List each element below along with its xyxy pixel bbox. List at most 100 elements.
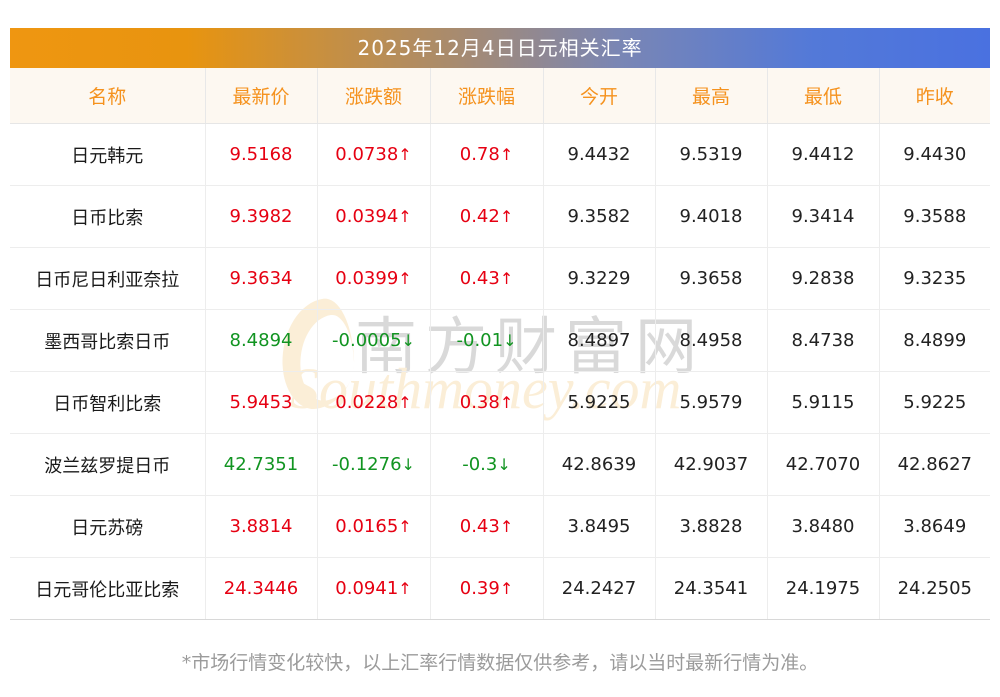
column-header-open[interactable]: 今开 bbox=[543, 68, 656, 124]
cell-low: 24.1975 bbox=[767, 557, 880, 620]
cell-change-percent: 0.43↑ bbox=[430, 495, 544, 558]
change-percent-value: 0.42 bbox=[459, 206, 500, 227]
arrow-up-icon: ↑ bbox=[499, 269, 514, 288]
cell-change-amount: -0.1276↓ bbox=[317, 433, 431, 496]
column-header-prev-close[interactable]: 昨收 bbox=[879, 68, 991, 124]
change-amount-value: 0.0394 bbox=[335, 206, 399, 227]
table-row[interactable]: 日币尼日利亚奈拉 9.3634 0.0399↑ 0.43↑ 9.3229 9.3658 9.… bbox=[10, 247, 991, 310]
arrow-up-icon: ↑ bbox=[499, 393, 514, 412]
cell-name: 日币智利比索 bbox=[10, 371, 206, 434]
cell-high: 24.3541 bbox=[655, 557, 768, 620]
cell-change-amount: 0.0738↑ bbox=[317, 123, 431, 186]
arrow-up-icon: ↑ bbox=[499, 207, 514, 226]
cell-high: 9.5319 bbox=[655, 123, 768, 186]
cell-low: 3.8480 bbox=[767, 495, 880, 558]
cell-open: 9.3229 bbox=[543, 247, 656, 310]
arrow-up-icon: ↑ bbox=[398, 579, 412, 598]
cell-low: 9.2838 bbox=[767, 247, 880, 310]
cell-change-percent: 0.43↑ bbox=[430, 247, 544, 310]
cell-open: 5.9225 bbox=[543, 371, 656, 434]
column-header-low[interactable]: 最低 bbox=[767, 68, 880, 124]
cell-name: 日币尼日利亚奈拉 bbox=[10, 247, 206, 310]
cell-last-price: 5.9453 bbox=[205, 371, 318, 434]
arrow-down-icon: ↓ bbox=[401, 455, 415, 474]
cell-change-amount: 0.0394↑ bbox=[317, 185, 431, 248]
change-percent-value: 0.39 bbox=[459, 578, 500, 599]
cell-open: 9.3582 bbox=[543, 185, 656, 248]
table-row[interactable]: 日元苏磅 3.8814 0.0165↑ 0.43↑ 3.8495 3.8828 3.8480… bbox=[10, 495, 991, 558]
table-header-row: 名称 最新价 涨跌额 涨跌幅 今开 最高 最低 昨收 bbox=[10, 68, 991, 124]
cell-last-price: 3.8814 bbox=[205, 495, 318, 558]
cell-high: 3.8828 bbox=[655, 495, 768, 558]
arrow-up-icon: ↑ bbox=[398, 269, 412, 288]
cell-high: 8.4958 bbox=[655, 309, 768, 372]
table-body: 日元韩元 9.5168 0.0738↑ 0.78↑ 9.4432 9.5319 9.4412… bbox=[10, 123, 991, 620]
cell-name: 日币比索 bbox=[10, 185, 206, 248]
cell-change-percent: 0.42↑ bbox=[430, 185, 544, 248]
disclaimer-note: *市场行情变化较快，以上汇率行情数据仅供参考，请以当时最新行情为准。 bbox=[181, 652, 819, 674]
cell-name: 日元哥伦比亚比索 bbox=[10, 557, 206, 620]
exchange-rate-table: 2025年12月4日日元相关汇率 名称 最新价 涨跌额 涨跌幅 今开 最高 最低… bbox=[10, 28, 991, 620]
arrow-up-icon: ↑ bbox=[499, 145, 514, 164]
cell-last-price: 42.7351 bbox=[205, 433, 318, 496]
table-row[interactable]: 日币智利比索 5.9453 0.0228↑ 0.38↑ 5.9225 5.9579 5.91… bbox=[10, 371, 991, 434]
table-row[interactable]: 墨西哥比索日币 8.4894 -0.0005↓ -0.01↓ 8.4897 8.4958 8… bbox=[10, 309, 991, 372]
change-amount-value: 0.0228 bbox=[335, 392, 399, 413]
cell-change-amount: 0.0165↑ bbox=[317, 495, 431, 558]
cell-prev-close: 42.8627 bbox=[879, 433, 991, 496]
cell-high: 5.9579 bbox=[655, 371, 768, 434]
column-header-change[interactable]: 涨跌额 bbox=[317, 68, 431, 124]
cell-last-price: 9.3982 bbox=[205, 185, 318, 248]
change-percent-value: 0.38 bbox=[459, 392, 500, 413]
cell-open: 42.8639 bbox=[543, 433, 656, 496]
arrow-up-icon: ↑ bbox=[398, 207, 412, 226]
arrow-up-icon: ↑ bbox=[398, 517, 412, 536]
cell-prev-close: 3.8649 bbox=[879, 495, 991, 558]
table-row[interactable]: 波兰兹罗提日币 42.7351 -0.1276↓ -0.3↓ 42.8639 42.903… bbox=[10, 433, 991, 496]
cell-last-price: 9.5168 bbox=[205, 123, 318, 186]
cell-open: 3.8495 bbox=[543, 495, 656, 558]
change-percent-value: 0.43 bbox=[459, 516, 500, 537]
cell-name: 日元韩元 bbox=[10, 123, 206, 186]
cell-change-percent: -0.01↓ bbox=[430, 309, 544, 372]
cell-low: 8.4738 bbox=[767, 309, 880, 372]
cell-change-amount: 0.0228↑ bbox=[317, 371, 431, 434]
cell-open: 9.4432 bbox=[543, 123, 656, 186]
arrow-down-icon: ↓ bbox=[401, 331, 415, 350]
cell-open: 24.2427 bbox=[543, 557, 656, 620]
change-percent-value: 0.43 bbox=[459, 268, 500, 289]
table-row[interactable]: 日元韩元 9.5168 0.0738↑ 0.78↑ 9.4432 9.5319 9.4412… bbox=[10, 123, 991, 186]
cell-last-price: 24.3446 bbox=[205, 557, 318, 620]
table-row[interactable]: 日币比索 9.3982 0.0394↑ 0.42↑ 9.3582 9.4018 9.3414… bbox=[10, 185, 991, 248]
column-header-name[interactable]: 名称 bbox=[10, 68, 206, 124]
table-row[interactable]: 日元哥伦比亚比索 24.3446 0.0941↑ 0.39↑ 24.2427 24.354… bbox=[10, 557, 991, 620]
cell-prev-close: 24.2505 bbox=[879, 557, 991, 620]
arrow-up-icon: ↑ bbox=[499, 517, 514, 536]
cell-change-amount: 0.0399↑ bbox=[317, 247, 431, 310]
change-amount-value: 0.0738 bbox=[335, 144, 399, 165]
cell-low: 9.3414 bbox=[767, 185, 880, 248]
cell-last-price: 9.3634 bbox=[205, 247, 318, 310]
cell-prev-close: 9.3588 bbox=[879, 185, 991, 248]
arrow-down-icon: ↓ bbox=[503, 331, 517, 350]
column-header-high[interactable]: 最高 bbox=[655, 68, 768, 124]
cell-open: 8.4897 bbox=[543, 309, 656, 372]
table-title-row: 2025年12月4日日元相关汇率 bbox=[10, 28, 991, 68]
cell-low: 5.9115 bbox=[767, 371, 880, 434]
change-percent-value: -0.3 bbox=[462, 454, 498, 475]
change-amount-value: 0.0941 bbox=[335, 578, 399, 599]
change-amount-value: 0.0165 bbox=[335, 516, 399, 537]
arrow-down-icon: ↓ bbox=[497, 455, 511, 474]
cell-prev-close: 9.3235 bbox=[879, 247, 991, 310]
column-header-last[interactable]: 最新价 bbox=[205, 68, 318, 124]
column-header-pct[interactable]: 涨跌幅 bbox=[430, 68, 544, 124]
cell-change-percent: 0.78↑ bbox=[430, 123, 544, 186]
cell-prev-close: 5.9225 bbox=[879, 371, 991, 434]
cell-name: 波兰兹罗提日币 bbox=[10, 433, 206, 496]
arrow-up-icon: ↑ bbox=[499, 579, 514, 598]
cell-high: 42.9037 bbox=[655, 433, 768, 496]
cell-last-price: 8.4894 bbox=[205, 309, 318, 372]
cell-change-amount: 0.0941↑ bbox=[317, 557, 431, 620]
page-title: 2025年12月4日日元相关汇率 bbox=[10, 28, 991, 68]
